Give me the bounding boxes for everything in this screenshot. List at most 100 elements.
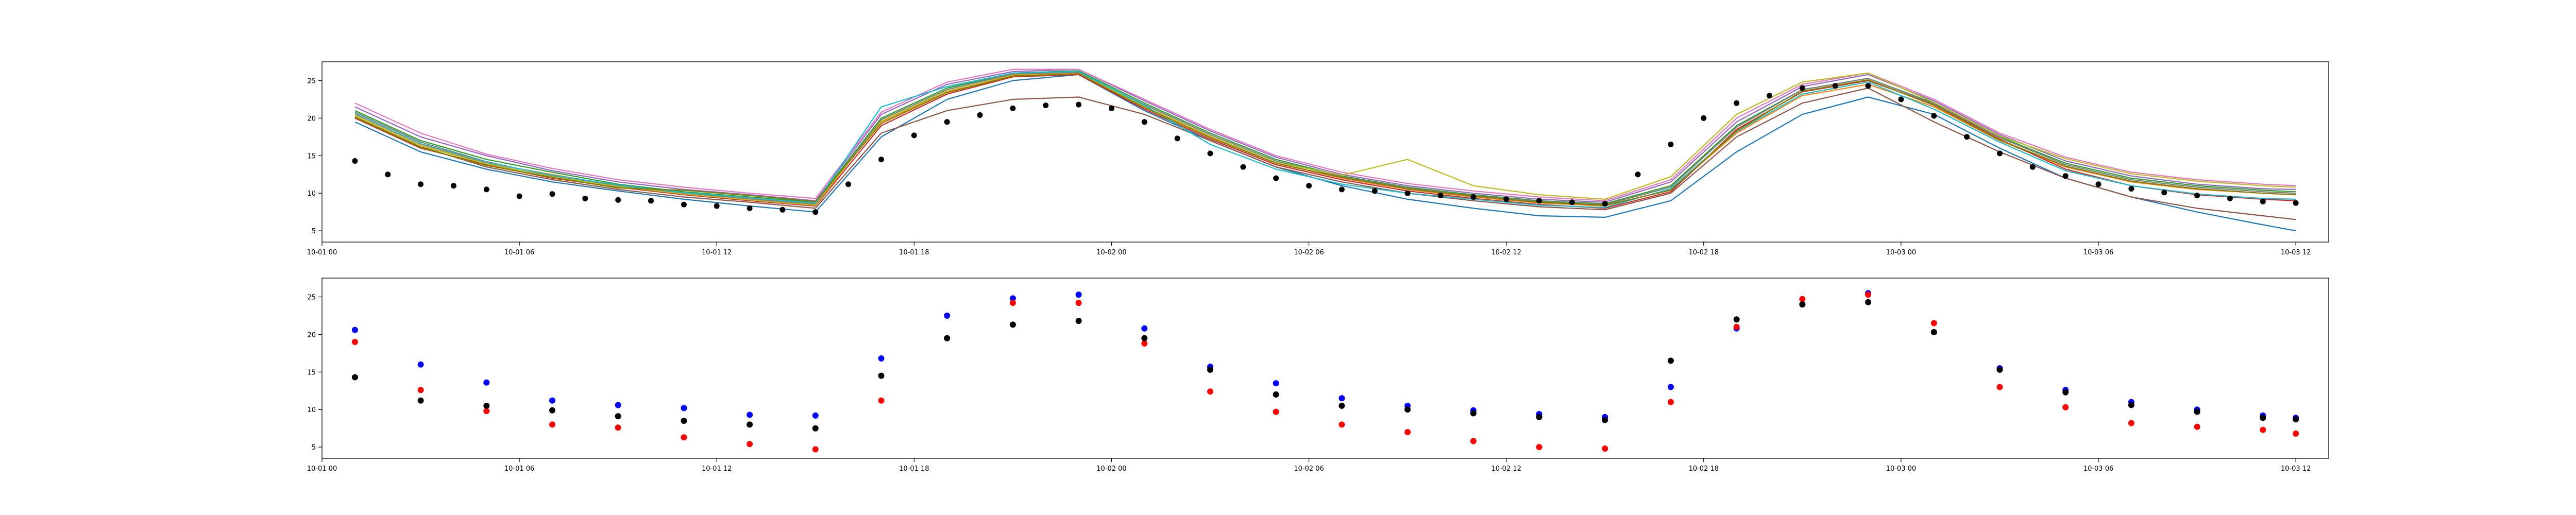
scatter-point-series-2 [2062, 404, 2069, 410]
x-tick-label: 10-01 06 [504, 249, 534, 256]
observed-point [1536, 198, 1542, 204]
scatter-point-series-3 [1404, 406, 1411, 413]
scatter-point-series-3 [483, 402, 490, 409]
observed-point [352, 158, 358, 164]
x-tick-label: 10-03 12 [2281, 249, 2311, 256]
scatter-point-series-3 [351, 374, 358, 381]
scatter-point-series-2 [1996, 384, 2003, 390]
observed-point [516, 193, 522, 199]
scatter-point-series-2 [812, 446, 819, 453]
x-tick-label: 10-01 18 [899, 465, 929, 473]
scatter-point-series-3 [1668, 357, 1674, 364]
scatter-point-series-2 [1141, 340, 1148, 347]
scatter-point-series-1 [812, 412, 819, 419]
scatter-point-series-2 [1075, 300, 1082, 306]
observed-point [1306, 183, 1312, 189]
observed-point [747, 205, 753, 211]
scatter-point-series-3 [681, 418, 687, 424]
scatter-point-series-2 [549, 421, 555, 428]
axes-frame [321, 61, 2329, 243]
scatter-point-series-2 [2128, 420, 2134, 426]
axes-frame [321, 278, 2329, 459]
scatter-point-series-3 [1207, 366, 1213, 373]
forecast-line-9 [354, 72, 2296, 206]
observed-point [582, 195, 588, 201]
x-tick-label: 10-01 18 [899, 249, 929, 256]
scatter-point-series-3 [878, 372, 885, 379]
top-line-chart: 10-01 00 10-01 06 10-01 12 10-01 18 10-02 00… [307, 61, 2329, 256]
scatter-point-series-3 [1273, 391, 1279, 398]
observed-point [1898, 96, 1904, 102]
scatter-point-series-1 [417, 361, 424, 368]
observed-point [1503, 196, 1510, 202]
observed-point [1865, 83, 1871, 89]
x-tick-label: 10-03 00 [1886, 465, 1916, 473]
x-tick-label: 10-01 12 [702, 465, 732, 473]
scatter-point-series-1 [878, 355, 885, 362]
scatter-point-series-2 [1930, 320, 1937, 327]
x-tick-label: 10-02 18 [1689, 465, 1719, 473]
scatter-point-series-3 [1075, 318, 1082, 324]
scatter-point-series-1 [1668, 384, 1674, 390]
observed-point [1668, 141, 1674, 147]
forecast-line-10 [354, 71, 2296, 208]
y-tick-label: 20 [307, 331, 316, 339]
scatter-point-series-3 [549, 407, 555, 414]
scatter-point-series-3 [1996, 366, 2003, 373]
bottom-scatter-chart: 10-01 00 10-01 06 10-01 12 10-01 18 10-02 00… [307, 278, 2329, 473]
observed-point [2029, 164, 2036, 170]
observed-point [1141, 119, 1147, 125]
observed-point [1470, 194, 1477, 200]
scatter-point-series-1 [747, 411, 753, 418]
observed-point [1207, 150, 1213, 157]
scatter-point-series-1 [1075, 291, 1082, 298]
scatter-point-series-1 [681, 405, 687, 411]
observed-point [2227, 195, 2233, 201]
scatter-point-series-1 [483, 379, 490, 386]
observed-point [1799, 85, 1805, 91]
observed-point [2293, 200, 2299, 206]
scatter-point-series-2 [417, 387, 424, 393]
x-tick-label: 10-03 06 [2083, 465, 2113, 473]
forecast-line-7 [354, 68, 2296, 201]
scatter-point-series-1 [944, 312, 951, 319]
scatter-point-series-3 [1141, 335, 1148, 341]
observed-point [450, 183, 456, 189]
scatter-point-series-1 [615, 402, 621, 408]
forecast-line-6 [354, 87, 2296, 220]
observed-point [1338, 186, 1345, 193]
x-tick-label: 10-02 00 [1096, 465, 1126, 473]
y-tick-label: 25 [307, 294, 316, 301]
scatter-point-series-2 [615, 424, 621, 431]
observed-point [2128, 186, 2134, 192]
x-tick-label: 10-02 06 [1294, 465, 1324, 473]
scatter-point-series-3 [1009, 321, 1016, 328]
scatter-point-series-2 [1865, 291, 1872, 298]
observed-point [2095, 181, 2102, 187]
observed-point [1076, 101, 1082, 108]
observed-point [1701, 115, 1707, 121]
observed-point [878, 157, 884, 163]
scatter-point-series-1 [1273, 380, 1279, 387]
forecast-line-8 [354, 72, 2296, 205]
observed-point [2062, 173, 2069, 179]
scatter-point-series-2 [1668, 399, 1674, 405]
y-tick-label: 15 [307, 152, 316, 160]
scatter-point-series-1 [1141, 325, 1148, 332]
observed-point [615, 197, 621, 203]
observed-point [1273, 175, 1279, 181]
observed-point [1964, 134, 1970, 140]
scatter-point-series-2 [681, 434, 687, 441]
scatter-point-series-3 [1470, 410, 1477, 417]
x-tick-label: 10-01 00 [307, 249, 337, 256]
scatter-point-series-3 [1536, 414, 1543, 420]
observed-point [1569, 199, 1575, 205]
observed-point [977, 112, 983, 118]
observed-point [385, 171, 391, 178]
scatter-point-series-3 [747, 421, 753, 428]
x-tick-label: 10-01 00 [307, 465, 337, 473]
observed-point [1437, 193, 1444, 199]
scatter-point-series-1 [1338, 395, 1345, 402]
observed-point [483, 186, 489, 193]
observed-point [681, 201, 687, 208]
